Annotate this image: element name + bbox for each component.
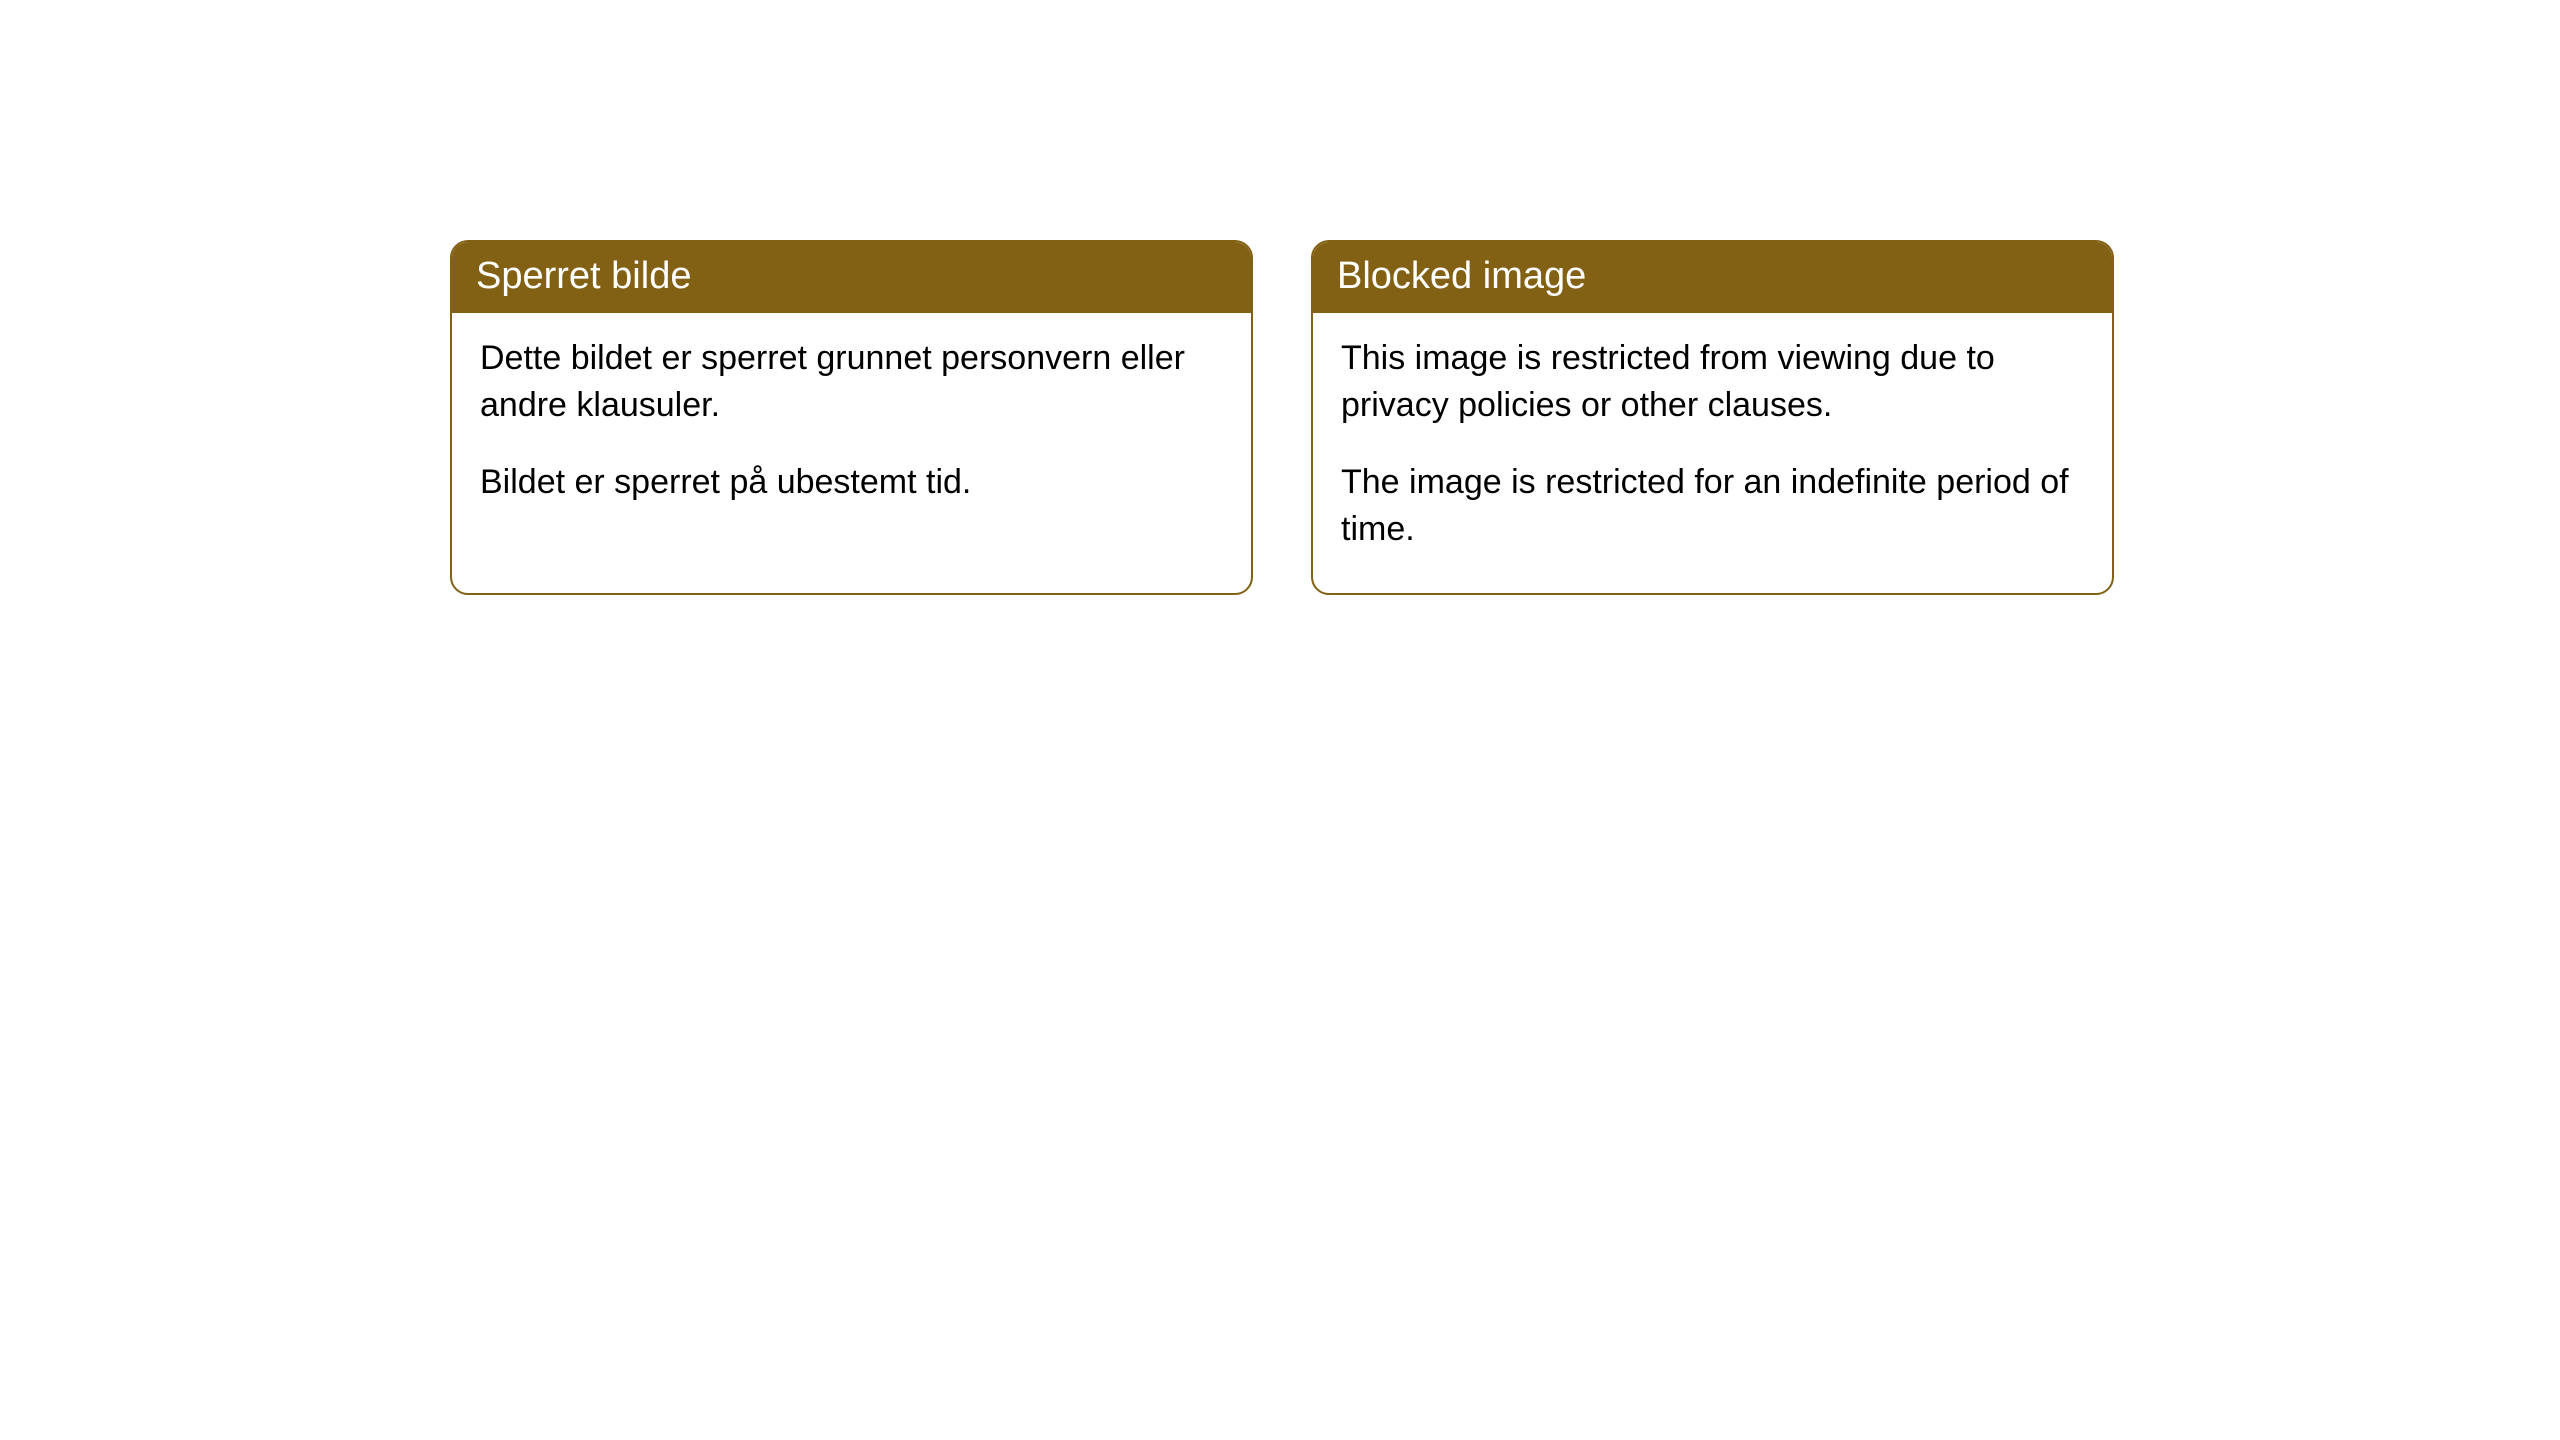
- card-title: Sperret bilde: [452, 242, 1251, 313]
- blocked-image-card-norwegian: Sperret bilde Dette bildet er sperret gr…: [450, 240, 1253, 595]
- card-paragraph-1: Dette bildet er sperret grunnet personve…: [480, 335, 1223, 429]
- card-title: Blocked image: [1313, 242, 2112, 313]
- card-paragraph-1: This image is restricted from viewing du…: [1341, 335, 2084, 429]
- card-paragraph-2: Bildet er sperret på ubestemt tid.: [480, 459, 1223, 506]
- card-paragraph-2: The image is restricted for an indefinit…: [1341, 459, 2084, 553]
- cards-container: Sperret bilde Dette bildet er sperret gr…: [450, 240, 2560, 595]
- card-body: Dette bildet er sperret grunnet personve…: [452, 313, 1251, 546]
- card-body: This image is restricted from viewing du…: [1313, 313, 2112, 593]
- blocked-image-card-english: Blocked image This image is restricted f…: [1311, 240, 2114, 595]
